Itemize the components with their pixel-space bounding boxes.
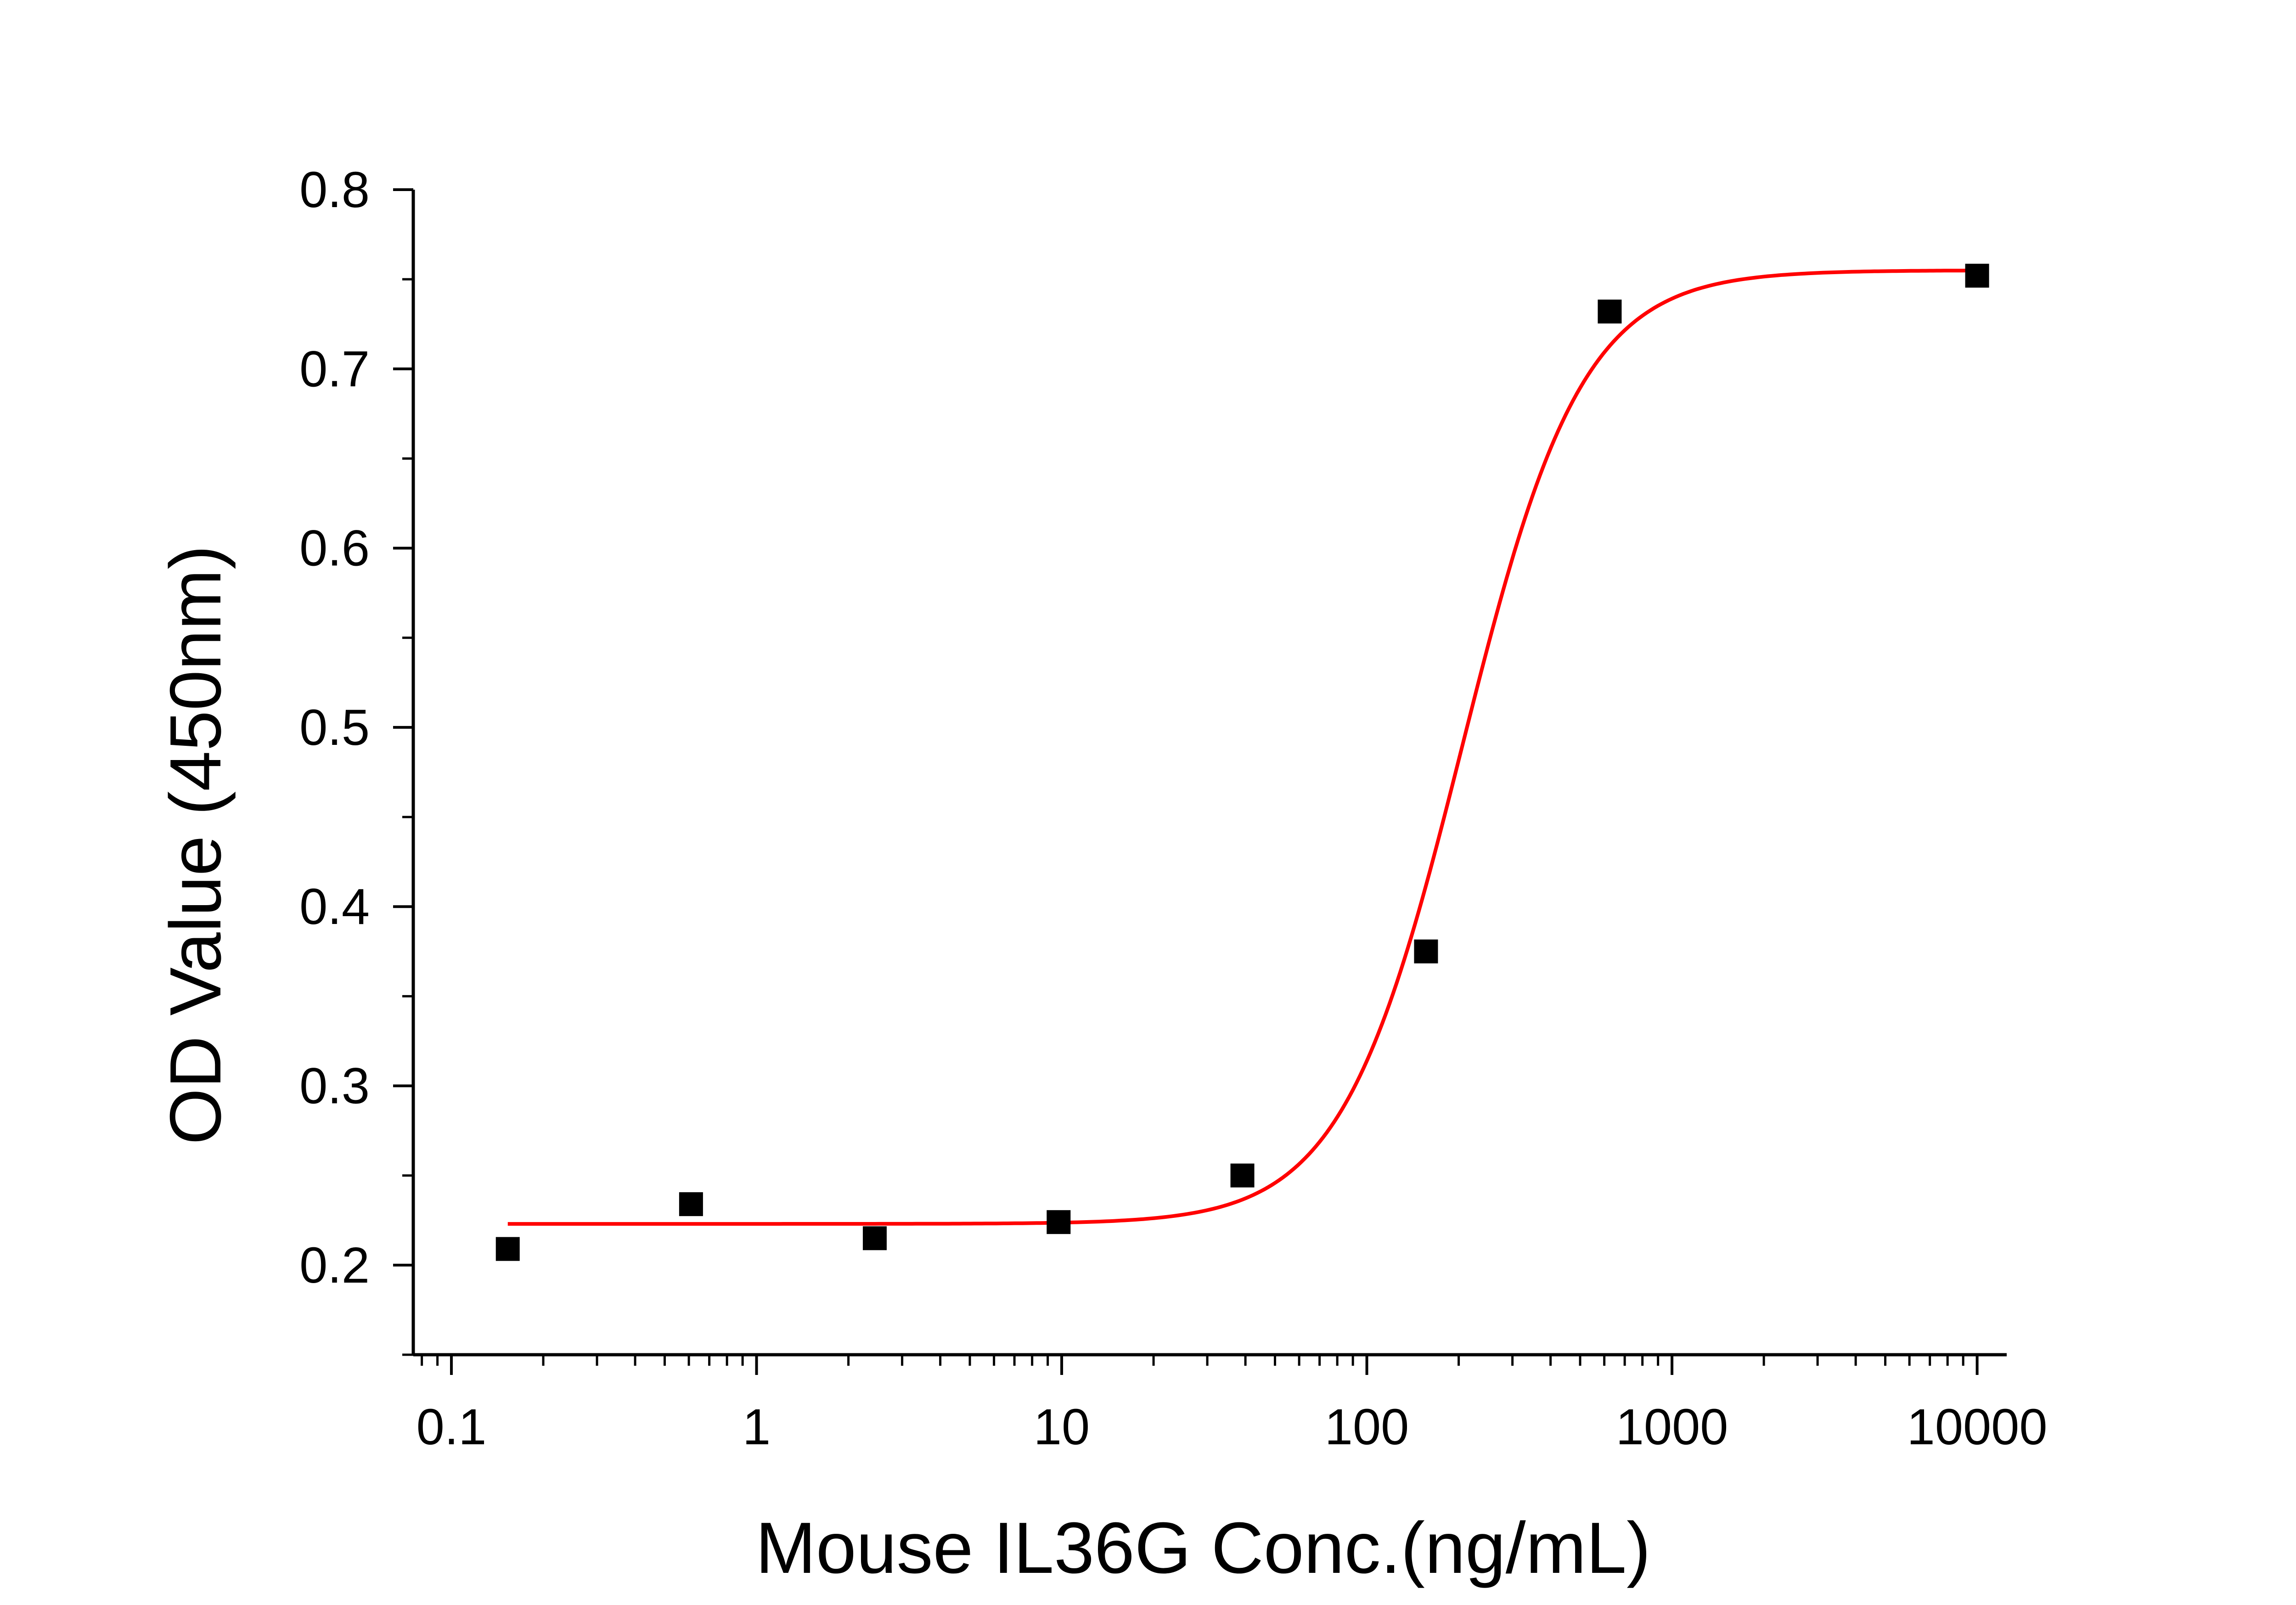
y-tick-label: 0.5: [299, 699, 370, 756]
y-tick-label: 0.7: [299, 341, 370, 397]
data-point-marker: [679, 1192, 703, 1216]
fit-curve: [507, 269, 1977, 1226]
x-tick-label: 10: [1034, 1399, 1090, 1455]
y-axis-ticks: 0.2 0.3 0.4 0.5 0.6 0.7 0.8: [299, 162, 413, 1356]
x-tick-label: 1: [743, 1399, 771, 1455]
x-axis-title: Mouse IL36G Conc.(ng/mL): [755, 1508, 1651, 1588]
y-tick-label: 0.4: [299, 879, 370, 935]
data-points-layer: [495, 264, 1989, 1261]
x-axis-ticks: 0.1 1 10 100 1000 10000: [416, 1355, 2048, 1455]
x-tick-label: 1000: [1616, 1399, 1728, 1455]
data-point-marker: [1230, 1163, 1255, 1188]
x-tick-label: 0.1: [416, 1399, 487, 1455]
data-point-marker: [1047, 1210, 1071, 1234]
axes: [411, 190, 2007, 1357]
y-tick-label: 0.6: [299, 520, 370, 577]
data-point-marker: [862, 1226, 887, 1250]
x-tick-label: 100: [1325, 1399, 1409, 1455]
data-point-marker: [1965, 264, 1989, 288]
y-axis-title: OD Value (450nm): [155, 545, 236, 1145]
data-point-marker: [1598, 299, 1622, 324]
data-point-marker: [1414, 939, 1438, 963]
y-tick-label: 0.3: [299, 1058, 370, 1115]
fit-curve-layer: [507, 269, 1977, 1226]
y-tick-label: 0.8: [299, 162, 370, 218]
x-tick-label: 10000: [1907, 1399, 2048, 1455]
y-tick-label: 0.2: [299, 1237, 370, 1294]
data-point-marker: [495, 1237, 520, 1261]
